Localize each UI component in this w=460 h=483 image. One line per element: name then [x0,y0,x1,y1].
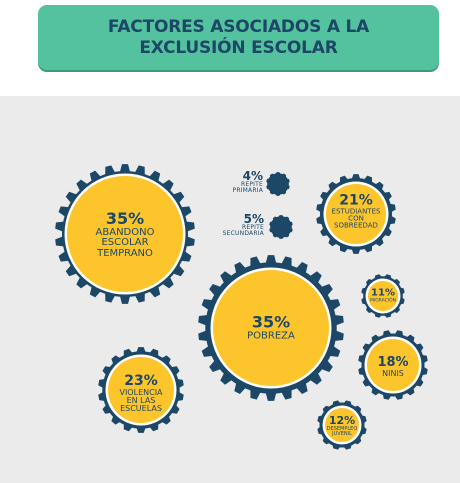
gear-migracion [361,274,405,318]
title-banner: FACTORES ASOCIADOS A LA EXCLUSIÓN ESCOLA… [38,5,439,70]
violencia-percent: 23% [124,373,158,390]
gear-label-ninis: 18% NINIS [377,356,408,378]
repite-secundaria-percent: 5% [243,212,264,226]
violencia-line2: EN LAS [126,396,156,406]
gear-repite-primaria-body [266,172,290,196]
gear-repite-secundaria-body [269,215,293,239]
gear-repite-secundaria [269,215,293,239]
gear-abandono-face [67,176,183,292]
repite-primaria-line2: PRIMARIA [232,187,263,194]
gear-migracion-face [368,281,398,311]
abandono-line1: ABANDONO [95,226,155,238]
desempleo-percent: 12% [328,413,356,427]
title-line-1: FACTORES ASOCIADOS A LA [107,16,370,37]
gear-label-migracion: 11% MIGRACIÓN [370,288,396,303]
ninis-line1: NINIS [382,368,404,378]
pobreza-line1: POBREZA [247,330,295,342]
ninis-percent: 18% [377,354,409,370]
gear-label-abandono: 35% ABANDONO ESCOLAR TEMPRANO [95,208,155,259]
gear-repite-primaria [266,172,290,196]
migracion-percent: 11% [371,287,395,299]
violencia-line3: ESCUELAS [120,404,162,414]
sobreedad-line1: ESTUDIANTES [331,207,381,216]
sobreedad-percent: 21% [339,192,373,209]
desempleo-line2: JUVENIL [332,430,352,437]
gear-ninis-face [367,339,419,391]
gear-desempleo-face [325,408,359,442]
label-repite-secundaria: 5% REPITE SECUNDARIA [223,213,264,237]
repite-primaria-percent: 4% [242,169,263,183]
gear-label-pobreza: 35% POBREZA [247,314,295,341]
label-repite-primaria: 4% REPITE PRIMARIA [233,170,263,194]
gear-ninis [358,330,428,400]
sobreedad-line2: CON [348,214,364,223]
desempleo-line1: DESEMPLEO [326,425,358,432]
gear-pobreza [198,255,344,401]
abandono-percent: 35% [105,208,145,228]
gear-label-desempleo: 12% DESEMPLEO JUVENIL [327,415,358,437]
repite-primaria-line1: REPITE [240,181,263,188]
sobreedad-line3: SOBREEDAD [334,222,378,231]
repite-secundaria-line1: REPITE [241,224,264,231]
violencia-line1: VIOLENCIA [119,387,163,397]
gear-pobreza-face [213,270,329,386]
pobreza-percent: 35% [251,312,291,332]
abandono-line2: ESCOLAR [101,237,149,249]
gear-label-sobreedad: 21% ESTUDIANTES CON SOBREEDAD [331,192,381,231]
title-line-2: EXCLUSIÓN ESCOLAR [139,37,338,58]
gear-sobreedad-face [326,184,386,244]
abandono-line3: TEMPRANO [97,247,153,259]
gear-sobreedad [316,174,396,254]
repite-secundaria-line2: SECUNDARIA [222,230,264,237]
gear-desempleo [317,400,367,450]
gear-label-violencia: 23% VIOLENCIA EN LAS ESCUELAS [119,374,162,414]
gear-violencia [98,347,184,433]
migracion-line1: MIGRACIÓN [369,297,397,303]
gear-violencia-face [108,357,174,423]
gear-abandono [55,164,195,304]
